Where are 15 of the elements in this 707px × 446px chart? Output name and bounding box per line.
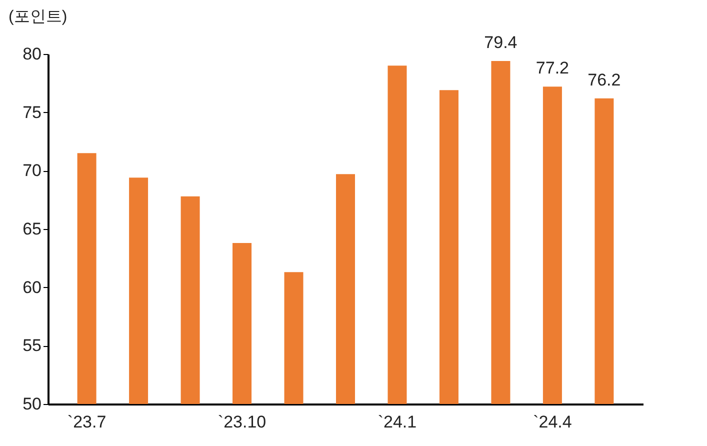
- y-tick-label: 75: [22, 102, 42, 122]
- y-tick-label: 80: [22, 44, 42, 64]
- y-tick-label: 70: [22, 161, 42, 180]
- data-label: 79.4: [484, 33, 518, 52]
- y-tick-label: 55: [22, 336, 42, 356]
- x-tick-label: `23.10: [218, 412, 266, 432]
- data-label: 76.2: [588, 70, 621, 90]
- y-axis-title: (포인트): [8, 8, 68, 26]
- x-tick-label: `23.7: [67, 412, 106, 432]
- y-tick-label: 50: [22, 394, 42, 414]
- y-tick-label: 60: [22, 278, 42, 297]
- x-tick-label: `24.4: [533, 412, 572, 432]
- x-tick-label: `24.1: [378, 412, 417, 432]
- data-label: 77.2: [536, 58, 570, 78]
- y-tick-label: 65: [22, 220, 42, 238]
